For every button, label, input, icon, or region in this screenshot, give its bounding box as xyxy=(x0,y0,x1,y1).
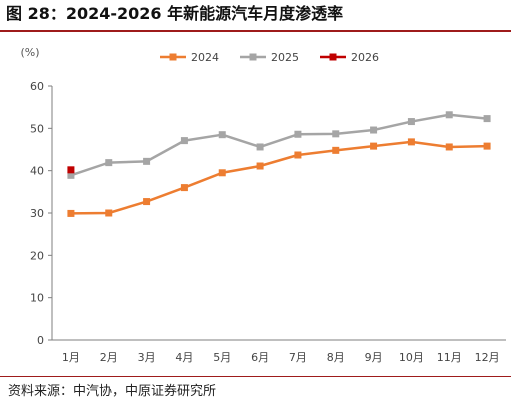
series-2026 xyxy=(67,166,75,174)
series-2024-line xyxy=(70,140,488,215)
x-tick-label: 11月 xyxy=(437,351,462,364)
series-2024-point xyxy=(332,146,340,154)
chart-legend: 2024 2025 2026 xyxy=(160,51,379,64)
series-2025-point xyxy=(407,118,415,126)
x-tick-label: 1月 xyxy=(62,351,80,364)
y-tick-label: 50 xyxy=(30,122,44,135)
y-tick-label: 40 xyxy=(30,165,44,178)
legend-item-2026: 2026 xyxy=(320,51,379,64)
source-divider xyxy=(0,376,511,377)
legend-label: 2025 xyxy=(271,51,299,64)
series-2025-point xyxy=(218,131,226,139)
series-2025-point xyxy=(445,111,453,119)
source-note: 资料来源：中汽协，中原证券研究所 xyxy=(8,384,217,399)
series-2025-point xyxy=(143,157,151,165)
legend-label: 2026 xyxy=(351,51,379,64)
chart-axes: 0 10 20 30 40 50 60 1月 2月 3月 4月 5月 6月 7月 8月 9月 10月 11月 12月 xyxy=(30,80,506,364)
series-2024 xyxy=(67,138,491,217)
figure-title: 图 28：2024-2026 年新能源汽车月度渗透率 xyxy=(6,4,344,23)
series-2024-point xyxy=(445,143,453,151)
x-tick-label: 6月 xyxy=(251,351,269,364)
series-2024-point xyxy=(143,198,151,206)
series-2025-point xyxy=(483,115,491,123)
legend-item-2024: 2024 xyxy=(160,51,219,64)
series-2024-point xyxy=(370,142,378,150)
y-tick-label: 60 xyxy=(30,80,44,93)
series-2026-point xyxy=(67,166,75,174)
y-tick-label: 30 xyxy=(30,207,44,220)
legend-marker xyxy=(169,53,177,61)
series-2025-point xyxy=(105,159,113,167)
x-tick-label: 2月 xyxy=(100,351,118,364)
series-2025-point xyxy=(256,143,264,151)
series-2025-line xyxy=(70,113,488,177)
x-tick-label: 12月 xyxy=(475,351,500,364)
series-2024-point xyxy=(218,169,226,177)
legend-item-2025: 2025 xyxy=(240,51,299,64)
series-2025-point xyxy=(370,126,378,134)
y-tick-label: 10 xyxy=(30,292,44,305)
line-chart: (%) 2024 2025 2026 0 10 20 30 40 50 60 1月 2月 3月 4月 5月… xyxy=(20,46,506,364)
series-2024-point xyxy=(407,138,415,146)
series-2024-point xyxy=(256,162,264,170)
legend-marker xyxy=(329,53,337,61)
series-2024-point xyxy=(294,151,302,159)
x-tick-label: 3月 xyxy=(138,351,156,364)
y-tick-label: 0 xyxy=(37,334,44,347)
series-2024-point xyxy=(105,209,113,217)
title-divider xyxy=(0,30,511,32)
series-2025-point xyxy=(180,137,188,145)
x-tick-label: 9月 xyxy=(365,351,383,364)
x-tick-label: 8月 xyxy=(327,351,345,364)
chart-series xyxy=(67,111,491,217)
series-2025-point xyxy=(332,130,340,138)
legend-marker xyxy=(249,53,257,61)
series-2024-point xyxy=(180,184,188,192)
series-2025 xyxy=(67,111,491,179)
x-tick-label: 7月 xyxy=(289,351,307,364)
series-2024-point xyxy=(67,209,75,217)
y-axis-label: (%) xyxy=(20,46,39,59)
legend-label: 2024 xyxy=(191,51,219,64)
series-2025-point xyxy=(67,171,75,179)
x-tick-label: 4月 xyxy=(175,351,193,364)
series-2024-point xyxy=(483,142,491,150)
x-tick-label: 10月 xyxy=(399,351,424,364)
x-tick-label: 5月 xyxy=(213,351,231,364)
series-2025-point xyxy=(294,130,302,138)
y-tick-label: 20 xyxy=(30,249,44,262)
